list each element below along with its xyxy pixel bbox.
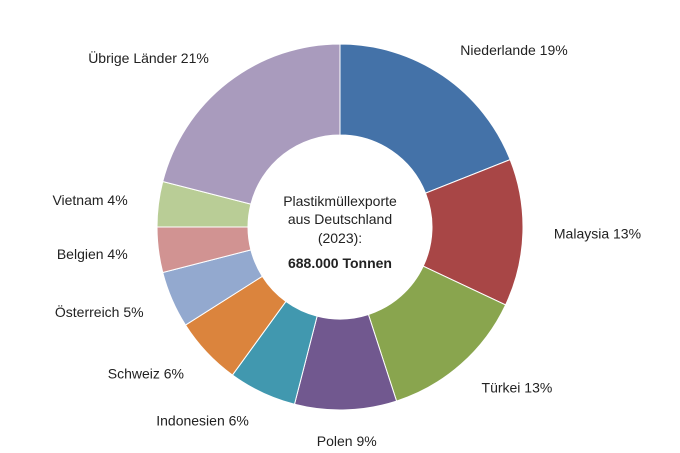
- slice-label-3: Polen 9%: [317, 433, 377, 449]
- slice-label-2: Türkei 13%: [482, 380, 553, 396]
- chart-labels: Niederlande 19% Malaysia 13% Türkei 13% Pol…: [52, 42, 641, 449]
- chart-center: Plastikmüllexporte aus Deutschland (2023…: [283, 193, 397, 271]
- slice-label-8: Vietnam 4%: [52, 192, 127, 208]
- slice-0: [339, 43, 511, 194]
- slice-9: [162, 43, 341, 205]
- center-total: 688.000 Tonnen: [288, 255, 392, 271]
- slice-label-7: Belgien 4%: [57, 246, 128, 262]
- slice-label-9: Übrige Länder 21%: [88, 49, 209, 66]
- chart-slices: [156, 43, 524, 411]
- center-title-line-3: (2023):: [318, 230, 362, 246]
- slice-label-4: Indonesien 6%: [156, 413, 249, 429]
- slice-label-6: Österreich 5%: [55, 303, 144, 320]
- slice-label-1: Malaysia 13%: [554, 226, 641, 242]
- slice-label-0: Niederlande 19%: [460, 42, 567, 58]
- center-title-line-2: aus Deutschland: [288, 211, 392, 227]
- slice-label-5: Schweiz 6%: [108, 365, 184, 381]
- center-title-line-1: Plastikmüllexporte: [283, 193, 397, 209]
